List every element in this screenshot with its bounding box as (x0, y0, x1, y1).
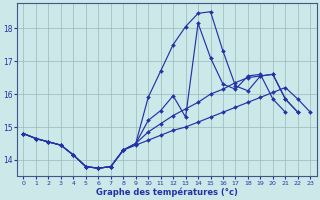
X-axis label: Graphe des températures (°c): Graphe des températures (°c) (96, 187, 238, 197)
